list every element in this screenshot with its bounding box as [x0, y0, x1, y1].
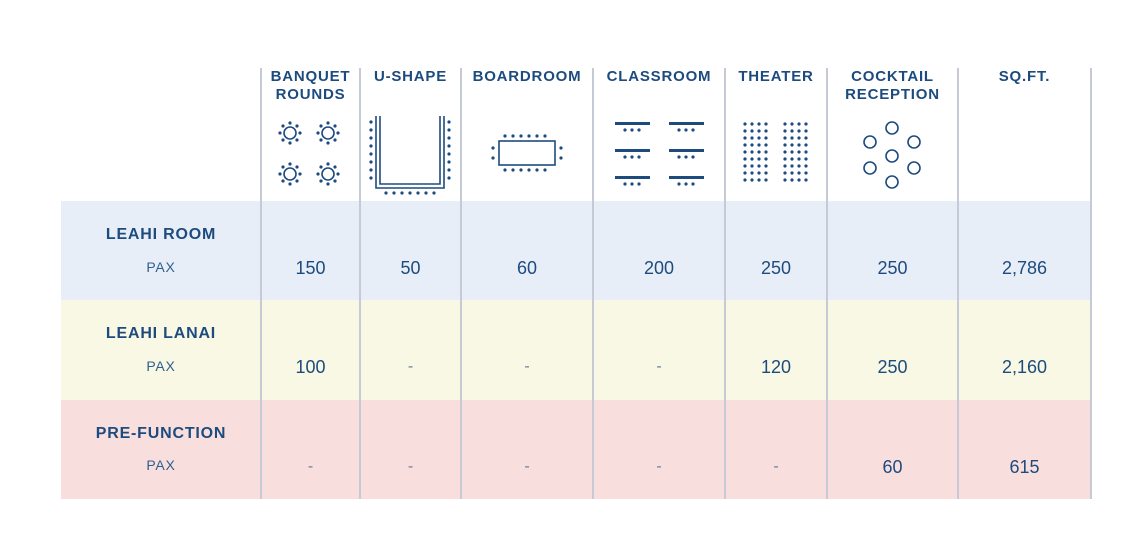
- header-classroom: CLASSROOM: [606, 68, 712, 85]
- cell-leahi-lanai-cocktail: 250: [877, 357, 908, 377]
- header-banquet-line1: BANQUET: [270, 68, 351, 85]
- header-banquet-rounds: BANQUET ROUNDS: [262, 68, 359, 104]
- column-divider: [460, 68, 462, 499]
- column-divider: [1090, 68, 1092, 499]
- header-u-shape: U-SHAPE: [373, 68, 448, 85]
- column-divider: [826, 68, 828, 499]
- classroom-icon: [615, 122, 704, 186]
- cell-pre-function-banquet: -: [307, 458, 314, 475]
- header-boardroom: BOARDROOM: [472, 68, 582, 85]
- row-band-pre-function: [61, 400, 1092, 499]
- cell-leahi-lanai-boardroom: -: [524, 358, 530, 375]
- cell-leahi-lanai-banquet: 100: [295, 357, 326, 377]
- row-label-leahi-room: LEAHI ROOM: [105, 226, 217, 243]
- cocktail-reception-icon: [863, 121, 921, 189]
- column-divider: [592, 68, 594, 499]
- cell-pre-function-u-shape: -: [407, 458, 414, 475]
- cell-pre-function-classroom: -: [656, 458, 662, 475]
- column-divider: [359, 68, 361, 499]
- cell-pre-function-theater: -: [773, 458, 779, 475]
- banquet-rounds-icon: [278, 121, 340, 186]
- header-cocktail-line2: RECEPTION: [845, 86, 940, 103]
- column-divider: [724, 68, 726, 499]
- cell-pre-function-sqft: 615: [1009, 457, 1040, 477]
- cell-leahi-room-banquet: 150: [295, 258, 326, 278]
- cell-leahi-lanai-theater: 120: [760, 357, 792, 377]
- column-divider: [957, 68, 959, 499]
- boardroom-icon: [491, 134, 563, 172]
- u-shape-icon: [369, 116, 451, 195]
- row-sub-pax: PAX: [146, 358, 176, 374]
- header-theater: THEATER: [738, 68, 814, 85]
- row-sub-pax: PAX: [146, 457, 176, 473]
- cell-leahi-room-classroom: 200: [643, 258, 675, 278]
- cell-pre-function-boardroom: -: [524, 458, 530, 475]
- row-label-leahi-lanai: LEAHI LANAI: [105, 325, 217, 342]
- theater-icon: [743, 122, 808, 182]
- row-band-leahi-lanai: [61, 300, 1092, 400]
- column-divider: [260, 68, 262, 499]
- row-label-pre-function: PRE-FUNCTION: [95, 425, 227, 442]
- header-cocktail-reception: COCKTAIL RECEPTION: [828, 68, 957, 104]
- cell-leahi-room-sqft: 2,786: [1001, 258, 1048, 278]
- header-sq-ft: SQ.FT.: [998, 68, 1051, 85]
- cell-leahi-room-theater: 250: [760, 258, 792, 278]
- cell-leahi-lanai-sqft: 2,160: [1001, 357, 1048, 377]
- cell-leahi-lanai-u-shape: -: [407, 358, 414, 375]
- header-banquet-line2: ROUNDS: [275, 86, 346, 103]
- row-sub-pax: PAX: [146, 259, 176, 275]
- row-band-leahi-room: [61, 201, 1092, 300]
- cell-pre-function-cocktail: 60: [882, 457, 903, 477]
- cell-leahi-lanai-classroom: -: [656, 358, 662, 375]
- cell-leahi-room-cocktail: 250: [877, 258, 908, 278]
- cell-leahi-room-u-shape: 50: [400, 258, 421, 278]
- cell-leahi-room-boardroom: 60: [516, 258, 538, 278]
- header-cocktail-line1: COCKTAIL: [851, 68, 934, 85]
